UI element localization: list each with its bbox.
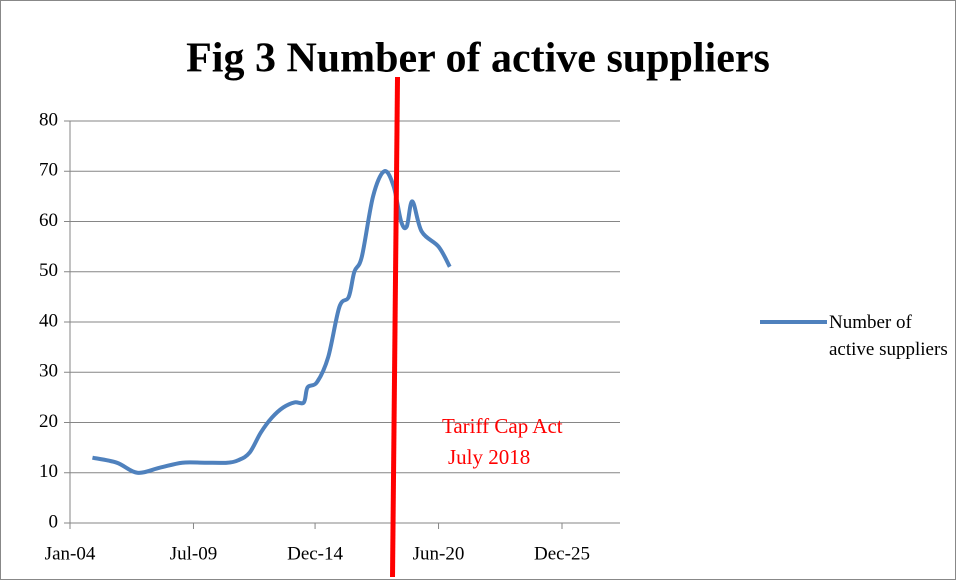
- y-tick-label: 10: [39, 461, 58, 482]
- x-tick-label: Jan-04: [45, 543, 96, 564]
- y-tick-label: 70: [39, 160, 58, 181]
- annotation: July 2018: [448, 445, 530, 469]
- x-tick-label: Jun-20: [413, 543, 465, 564]
- y-tick-label: 20: [39, 411, 58, 432]
- y-tick-label: 80: [39, 109, 58, 130]
- legend-label: Number of active suppliers: [829, 312, 948, 360]
- y-tick-label: 50: [39, 260, 58, 281]
- y-tick-label: 60: [39, 210, 58, 231]
- y-tick-label: 40: [39, 310, 58, 331]
- x-tick-label: Dec-14: [287, 543, 343, 564]
- series-line: [92, 169, 452, 475]
- x-tick-label: Jul-09: [170, 543, 218, 564]
- y-tick-label: 0: [49, 511, 59, 532]
- y-tick-label: 30: [39, 361, 58, 382]
- chart-title: Fig 3 Number of active suppliers: [186, 36, 770, 82]
- event-line: [390, 76, 401, 578]
- x-tick-label: Dec-25: [534, 543, 590, 564]
- annotation: Tariff Cap Act: [442, 414, 563, 438]
